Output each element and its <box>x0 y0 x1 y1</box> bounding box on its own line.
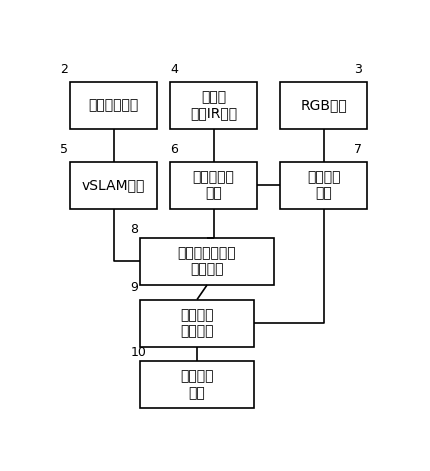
Text: 3: 3 <box>353 64 362 76</box>
Text: 深度图获取
模块: 深度图获取 模块 <box>193 170 235 200</box>
Bar <box>140 238 273 285</box>
Bar <box>140 361 254 408</box>
Text: 10: 10 <box>130 346 146 359</box>
Text: 语义分析
模块: 语义分析 模块 <box>307 170 341 200</box>
Text: 4: 4 <box>170 64 178 76</box>
Bar <box>71 162 157 209</box>
Text: 障碍物三维位置
获取模块: 障碍物三维位置 获取模块 <box>178 246 237 276</box>
Text: 路径规划
模块: 路径规划 模块 <box>180 370 214 400</box>
Bar <box>170 82 257 129</box>
Bar <box>280 162 367 209</box>
Text: 7: 7 <box>353 143 362 156</box>
Bar <box>280 82 367 129</box>
Text: 6: 6 <box>170 143 178 156</box>
Text: 8: 8 <box>130 223 138 236</box>
Text: 5: 5 <box>60 143 68 156</box>
Bar <box>170 162 257 209</box>
Text: 2: 2 <box>60 64 68 76</box>
Bar <box>71 82 157 129</box>
Bar <box>140 300 254 347</box>
Text: RGB相机: RGB相机 <box>300 98 347 113</box>
Text: vSLAM模块: vSLAM模块 <box>82 178 145 192</box>
Text: 鱼眼镜头相机: 鱼眼镜头相机 <box>89 98 139 113</box>
Text: 语义地图
构建模块: 语义地图 构建模块 <box>180 308 214 338</box>
Text: 结构光
双门IR相机: 结构光 双门IR相机 <box>190 90 237 121</box>
Text: 9: 9 <box>130 281 138 294</box>
